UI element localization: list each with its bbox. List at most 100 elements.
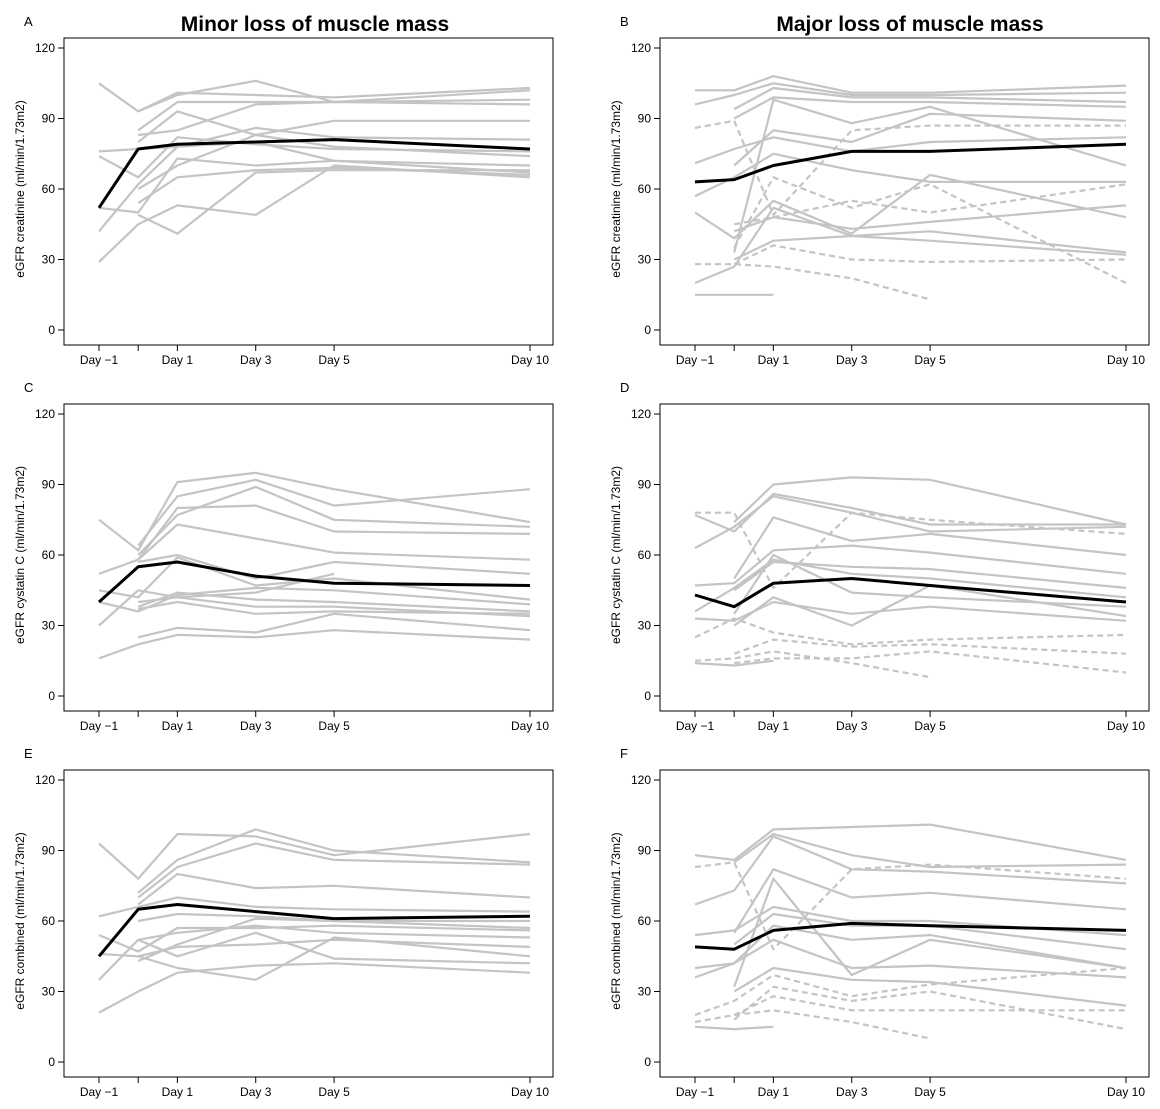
series-line-b-7 <box>694 136 1127 165</box>
series-line-d-14 <box>694 650 931 679</box>
y-tick-label-c-120: 120 <box>35 407 55 421</box>
series-line-d-13 <box>733 638 1127 655</box>
x-tick-label-e-3: Day 5 <box>318 1085 350 1099</box>
series-line-a-9 <box>98 157 531 214</box>
x-tick-label-b-3: Day 5 <box>914 353 946 367</box>
series-line-b-12 <box>733 176 1127 284</box>
x-tick-label-d-2: Day 3 <box>836 719 868 733</box>
series-line-b-2 <box>694 82 1127 106</box>
series-line-b-3 <box>733 86 1127 111</box>
series-line-f-13 <box>733 985 1127 1031</box>
series-line-e-8 <box>138 924 531 941</box>
panel-letter-b: B <box>620 14 629 29</box>
plot-frame-d <box>659 403 1150 712</box>
panel-letter-a: A <box>24 14 33 29</box>
series-line-d-8 <box>694 558 1127 613</box>
y-tick-label-c-0: 0 <box>48 689 55 703</box>
y-axis-label-e: eGFR combined (ml/min/1.73m2) <box>13 832 27 1009</box>
column-title-minor: Minor loss of muscle mass <box>181 13 449 36</box>
series-line-d-1 <box>733 476 1127 526</box>
series-line-a-13 <box>137 169 530 235</box>
plot-frame-c <box>63 403 554 712</box>
mean-line-d <box>694 577 1127 609</box>
series-line-f-1 <box>694 823 1127 862</box>
y-axis-label-b: eGFR creatinine (ml/min/1.73m2) <box>609 100 623 277</box>
x-tick-label-d-4: Day 10 <box>1107 719 1145 733</box>
y-tick-label-c-30: 30 <box>42 619 56 633</box>
series-line-f-6 <box>694 905 1127 937</box>
series-line-c-1 <box>98 471 531 552</box>
series-line-c-9 <box>137 591 531 613</box>
x-tick-label-e-1: Day 1 <box>162 1085 194 1099</box>
panel-d: D 0 30 60 90 120 eGFR cystatin C (ml/min/1.73m… <box>609 380 1150 733</box>
y-tick-label-a-60: 60 <box>42 182 56 196</box>
y-axis-label-f: eGFR combined (ml/min/1.73m2) <box>609 832 623 1009</box>
series-line-c-6 <box>138 553 531 580</box>
series-line-e-13 <box>137 917 531 963</box>
series-line-c-3 <box>137 485 531 556</box>
y-tick-label-e-30: 30 <box>42 985 56 999</box>
series-line-e-10 <box>137 936 531 981</box>
series-line-e-2 <box>137 828 531 894</box>
y-tick-label-b-90: 90 <box>638 112 652 126</box>
mean-line-a <box>97 138 531 209</box>
y-tick-label-c-60: 60 <box>42 548 56 562</box>
series-line-f-7 <box>733 912 1127 951</box>
y-tick-label-a-30: 30 <box>42 253 56 267</box>
series-line-b-5 <box>694 119 1126 216</box>
series-line-e-7 <box>98 924 531 953</box>
series-line-d-15 <box>734 650 1127 674</box>
y-tick-label-d-0: 0 <box>644 689 651 703</box>
series-line-b-15 <box>695 263 931 301</box>
mean-line-f <box>694 921 1127 951</box>
series-line-d-4 <box>694 495 1127 549</box>
y-tick-label-d-60: 60 <box>638 548 652 562</box>
x-tick-label-a-2: Day 3 <box>240 353 272 367</box>
x-tick-label-a-0: Day −1 <box>80 353 119 367</box>
x-tick-label-f-2: Day 3 <box>836 1085 868 1099</box>
y-tick-label-c-90: 90 <box>42 478 56 492</box>
panel-letter-d: D <box>620 380 629 395</box>
series-line-f-5 <box>733 868 1127 934</box>
panel-b: B 0 30 60 90 120 eGFR creatinine (ml/min/1.73m… <box>609 14 1150 367</box>
x-tick-label-f-1: Day 1 <box>758 1085 790 1099</box>
x-tick-label-d-0: Day −1 <box>676 719 715 733</box>
series-line-f-3 <box>694 861 1127 951</box>
series-line-d-12 <box>694 617 1127 646</box>
panel-letter-f: F <box>620 746 628 761</box>
series-line-b-14 <box>734 183 1127 226</box>
series-line-a-2 <box>137 86 531 113</box>
series-line-c-8 <box>98 586 531 613</box>
series-line-f-12 <box>694 966 1127 1017</box>
series-line-e-3 <box>137 842 531 899</box>
series-line-c-11 <box>138 572 335 604</box>
plot-frame-a <box>63 37 554 346</box>
series-line-f-15 <box>733 995 1126 1016</box>
x-tick-label-c-2: Day 3 <box>240 719 272 733</box>
series-line-a-3 <box>137 98 531 132</box>
panel-e: E 0 30 60 90 120 eGFR combined (ml/min/1.73m2)… <box>13 746 554 1099</box>
y-tick-label-e-0: 0 <box>48 1055 55 1069</box>
series-line-d-2 <box>694 492 1126 533</box>
mean-line-c <box>97 560 531 604</box>
series-line-d-16 <box>694 659 774 667</box>
series-line-b-16 <box>733 244 1127 266</box>
series-line-a-4 <box>138 100 531 137</box>
x-tick-label-c-4: Day 10 <box>511 719 549 733</box>
series-line-e-12 <box>98 962 531 1014</box>
series-line-c-14 <box>138 600 531 615</box>
x-tick-label-d-1: Day 1 <box>758 719 790 733</box>
series-line-f-2 <box>733 832 1127 869</box>
series-line-a-7 <box>98 136 531 179</box>
y-tick-label-d-120: 120 <box>631 407 651 421</box>
y-tick-label-e-120: 120 <box>35 773 55 787</box>
y-axis-label-a: eGFR creatinine (ml/min/1.73m2) <box>13 100 27 277</box>
series-line-b-4 <box>733 96 1127 120</box>
x-tick-label-b-0: Day −1 <box>676 353 715 367</box>
series-line-a-12 <box>98 164 531 263</box>
mean-line-b <box>694 142 1127 184</box>
mean-line-e <box>97 903 531 958</box>
y-tick-label-f-120: 120 <box>631 773 651 787</box>
x-tick-label-f-0: Day −1 <box>676 1085 715 1099</box>
